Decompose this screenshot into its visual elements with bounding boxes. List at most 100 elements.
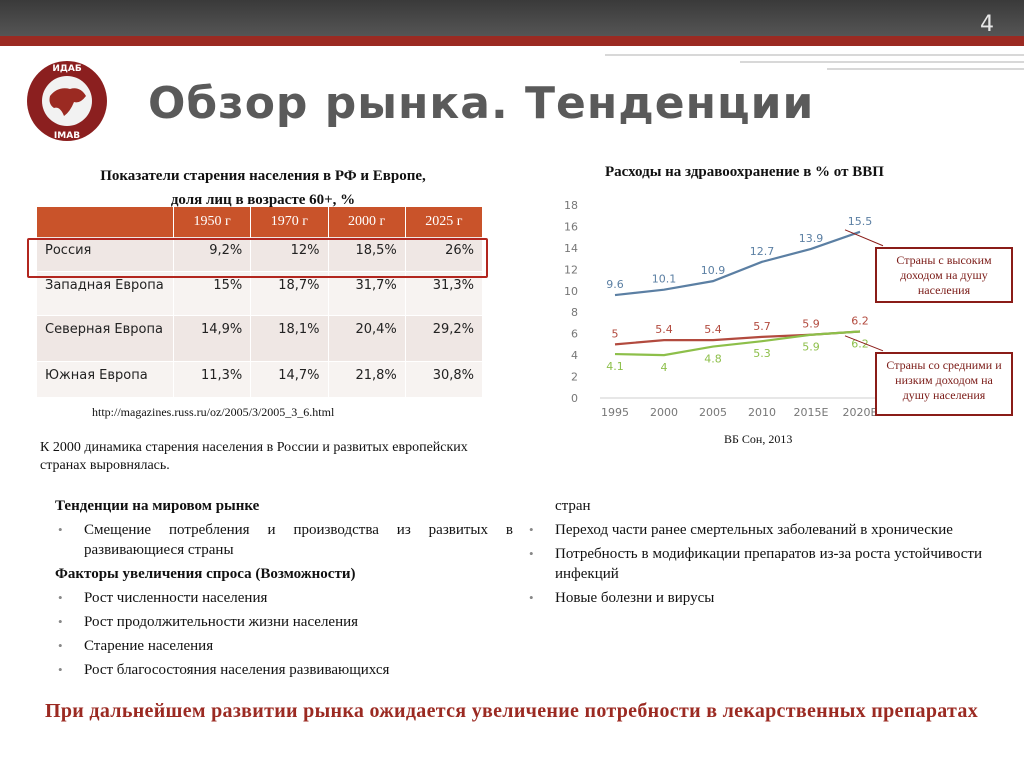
- table-cell-name: Россия: [37, 237, 174, 272]
- table-cell-name: Западная Европа: [37, 271, 174, 316]
- data-label: 4: [661, 361, 668, 374]
- table-caption-line2: доля лиц в возрасте 60+, %: [170, 192, 356, 208]
- table-cell: 15%: [173, 271, 252, 316]
- x-tick-label: 2005: [699, 406, 727, 419]
- chart-title: Расходы на здравоохранение в % от ВВП: [605, 164, 884, 180]
- data-label: 10.1: [652, 273, 677, 286]
- annotation-high-income: Страны с высоким доходом на душу населен…: [875, 247, 1013, 303]
- table-cell: 26%: [405, 237, 484, 272]
- list-item: Новые болезни и вирусы: [526, 588, 982, 608]
- left-bullets: Тенденции на мировом рынке Смещение потр…: [55, 496, 513, 684]
- logo-icon: ИДАБ IMAB: [20, 56, 115, 146]
- data-label: 10.9: [701, 264, 726, 277]
- table-header-cell: 1950 г: [173, 207, 252, 237]
- y-tick-label: 8: [571, 306, 578, 319]
- table-cell: 20,4%: [328, 315, 406, 362]
- data-label: 15.5: [848, 215, 873, 228]
- data-label: 4.8: [704, 353, 722, 366]
- data-label: 4.1: [606, 360, 624, 373]
- slide-title: Обзор рынка. Тенденции: [148, 78, 815, 129]
- table-row: Россия 9,2% 12% 18,5% 26%: [37, 237, 484, 272]
- series-line: [614, 230, 861, 297]
- annotation-leader: [844, 229, 884, 247]
- table-conclusion: К 2000 динамика старения населения в Рос…: [40, 440, 468, 473]
- table-caption-line1: Показатели старения населения в РФ и Евр…: [100, 168, 426, 184]
- x-tick-label: 2010: [748, 406, 776, 419]
- table-cell: 18,5%: [328, 237, 406, 272]
- x-tick-label: 2000: [650, 406, 678, 419]
- data-label: 5.4: [704, 323, 722, 336]
- data-label: 5.9: [802, 318, 820, 331]
- list-item: Рост численности населения: [55, 588, 513, 608]
- final-statement: При дальнейшем развитии рынка ожидается …: [45, 700, 979, 722]
- red-bar: [0, 36, 1024, 46]
- y-tick-label: 10: [564, 285, 578, 298]
- table-cell: 30,8%: [405, 361, 484, 398]
- data-label: 5.3: [753, 347, 771, 360]
- deco-stripe: [827, 68, 1024, 70]
- table-header-row: 1950 г 1970 г 2000 г 2025 г: [37, 207, 484, 237]
- y-tick-label: 18: [564, 199, 578, 212]
- annotation-low-income: Страны со средними и низким доходом на д…: [875, 352, 1013, 416]
- list-item: Смещение потребления и производства из р…: [55, 520, 513, 560]
- health-spending-chart: 0 2 4 6 8 10 12 14 16 18 1995 2000 2005 2010 2015E 2020…: [564, 199, 884, 419]
- list-continuation: стран: [555, 498, 591, 514]
- deco-stripe: [740, 61, 1024, 63]
- table-row: Западная Европа 15% 18,7% 31,7% 31,3%: [37, 271, 484, 316]
- table-caption: Показатели старения населения в РФ и Евр…: [40, 164, 486, 212]
- data-label: 5: [612, 327, 619, 340]
- y-tick-label: 0: [571, 392, 578, 405]
- series-line: [614, 330, 861, 357]
- x-tick-label: 2020E: [843, 406, 878, 419]
- russia-highlight-frame: [27, 238, 488, 278]
- deco-stripe: [605, 54, 1024, 56]
- heading-market-trends: Тенденции на мировом рынке: [55, 498, 260, 514]
- table-row: Северная Европа 14,9% 18,1% 20,4% 29,2%: [37, 315, 484, 362]
- y-tick-label: 12: [564, 263, 578, 276]
- data-label: 12.7: [750, 245, 775, 258]
- aging-table: 1950 г 1970 г 2000 г 2025 г Россия 9,2% …: [37, 207, 484, 398]
- top-bar: [0, 0, 1024, 36]
- data-label: 13.9: [799, 232, 824, 245]
- right-bullets: стран Переход части ранее смертельных за…: [526, 496, 982, 612]
- y-tick-label: 6: [571, 328, 578, 341]
- table-cell: 14,9%: [173, 315, 252, 362]
- table-cell: 12%: [250, 237, 329, 272]
- table-cell: 14,7%: [250, 361, 329, 398]
- table-cell: 9,2%: [173, 237, 252, 272]
- y-tick-label: 16: [564, 220, 578, 233]
- table-header-cell: 2025 г: [405, 207, 484, 237]
- table-cell: 11,3%: [173, 361, 252, 398]
- slide-number: 4: [980, 12, 994, 37]
- data-label: 5.7: [753, 320, 771, 333]
- chart-source: ВБ Сон, 2013: [724, 432, 793, 446]
- table-cell-name: Северная Европа: [37, 315, 174, 362]
- table-cell: 21,8%: [328, 361, 406, 398]
- table-cell: 18,1%: [250, 315, 329, 362]
- list-item: Потребность в модификации препаратов из-…: [526, 544, 982, 584]
- list-item: Старение населения: [55, 636, 513, 656]
- table-header-cell: 2000 г: [328, 207, 406, 237]
- table-row: Южная Европа 11,3% 14,7% 21,8% 30,8%: [37, 361, 484, 398]
- list-item: Рост продолжительности жизни населения: [55, 612, 513, 632]
- y-tick-label: 14: [564, 242, 578, 255]
- logo-text-bottom: IMAB: [54, 131, 80, 141]
- logo-text-top: ИДАБ: [52, 64, 82, 74]
- table-cell: 31,7%: [328, 271, 406, 316]
- table-cell: 18,7%: [250, 271, 329, 316]
- data-label: 5.4: [655, 323, 673, 336]
- table-cell: 29,2%: [405, 315, 484, 362]
- table-header-cell: 1970 г: [250, 207, 329, 237]
- data-label: 6.2: [851, 315, 869, 328]
- table-cell-name: Южная Европа: [37, 361, 174, 398]
- y-tick-label: 2: [571, 371, 578, 384]
- y-tick-label: 4: [571, 349, 578, 362]
- list-item: Рост благосостояния населения развивающи…: [55, 660, 513, 680]
- source-url[interactable]: http://magazines.russ.ru/oz/2005/3/2005_…: [92, 405, 335, 419]
- table-header-cell: [37, 207, 174, 237]
- list-item: Переход части ранее смертельных заболева…: [526, 520, 982, 540]
- data-label: 5.9: [802, 341, 820, 354]
- x-tick-label: 2015E: [794, 406, 829, 419]
- annotation-leader: [844, 335, 884, 352]
- table-cell: 31,3%: [405, 271, 484, 316]
